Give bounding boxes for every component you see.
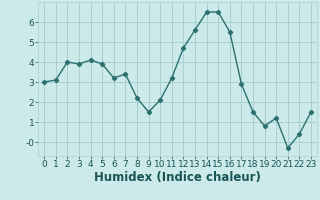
X-axis label: Humidex (Indice chaleur): Humidex (Indice chaleur) — [94, 171, 261, 184]
